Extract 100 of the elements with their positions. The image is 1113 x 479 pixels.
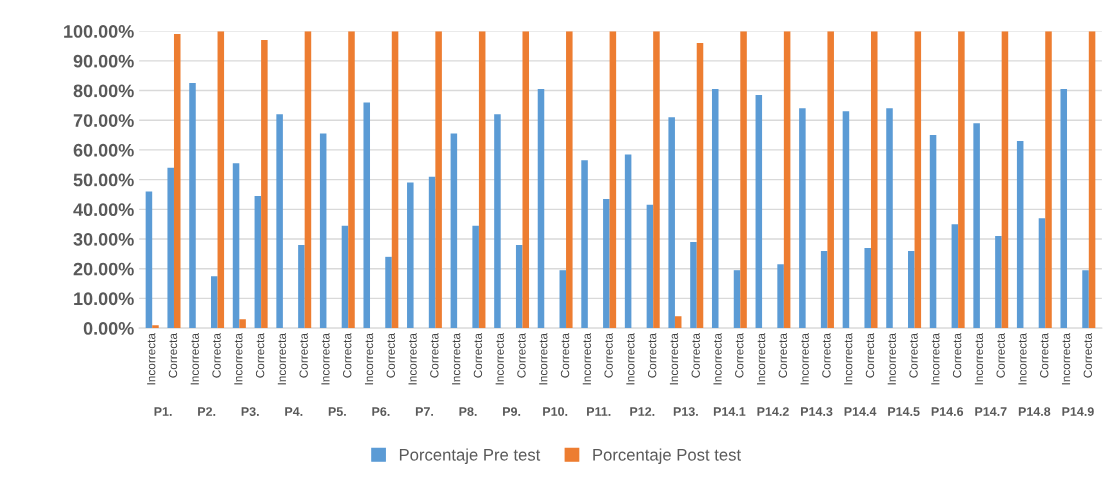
bar — [515, 244, 523, 329]
y-tick-label: 100.00% — [64, 25, 134, 38]
text: P14.2 — [757, 407, 789, 416]
bar — [385, 256, 392, 329]
bar — [783, 31, 791, 329]
bar — [152, 325, 159, 329]
bar — [886, 108, 893, 329]
x-tick-label: Incorrecta — [539, 332, 548, 385]
bar — [304, 31, 312, 329]
text: P11. — [587, 407, 611, 416]
y-tick-label: 0.00% — [83, 322, 134, 335]
x-tick-label: Correcta — [1083, 332, 1092, 378]
x-tick-label: Incorrecta — [321, 332, 330, 385]
text: P10. — [543, 407, 568, 416]
bar — [908, 250, 915, 329]
text: P14.8 — [1018, 407, 1051, 416]
text: P6. — [372, 407, 390, 416]
x-tick-label: Correcta — [299, 332, 308, 378]
bar — [914, 31, 922, 329]
bar — [435, 31, 442, 329]
text: P13. — [673, 407, 698, 417]
x-tick-label: Correcta — [778, 332, 788, 378]
bar — [864, 247, 871, 329]
x-tick-label: Incorrecta — [364, 332, 374, 385]
y-tick-label: 80.00% — [73, 84, 134, 98]
bar — [696, 43, 704, 329]
x-tick-label: Correcta — [865, 332, 875, 378]
x-tick-label: Incorrecta — [931, 332, 940, 385]
x-tick-label: Correcta — [1040, 332, 1049, 378]
x-tick-label: Incorrecta — [974, 332, 984, 385]
bar — [609, 31, 617, 329]
text: P14.9 — [1062, 407, 1094, 416]
bar — [711, 89, 719, 329]
text: P12. — [630, 407, 655, 416]
bar — [494, 114, 501, 329]
y-tick-label: 90.00% — [73, 54, 134, 68]
x-tick-label: Correcta — [517, 332, 526, 378]
x-tick-label: Incorrecta — [626, 332, 635, 385]
bar — [827, 31, 834, 329]
bar — [348, 31, 355, 329]
x-tick-label: Correcta — [691, 332, 700, 378]
x-tick-label: Incorrecta — [452, 332, 461, 385]
bar — [537, 89, 545, 329]
bar — [820, 250, 828, 329]
bar — [341, 225, 349, 329]
bar — [799, 108, 806, 329]
bar — [624, 154, 632, 329]
y-tick-label: 50.00% — [73, 173, 134, 187]
text: P7. — [415, 407, 433, 416]
legend-label: Porcentaje Post test — [593, 448, 741, 464]
bar — [973, 123, 980, 329]
bar — [1045, 31, 1052, 329]
bar — [740, 31, 747, 329]
bar — [653, 31, 660, 329]
bar — [581, 160, 588, 329]
x-tick-label: Incorrecta — [277, 332, 287, 385]
x-tick-label: Correcta — [212, 332, 221, 378]
bar — [995, 236, 1002, 329]
bar — [298, 244, 305, 329]
text: P3. — [241, 407, 259, 417]
bar — [217, 31, 225, 329]
text: P2. — [198, 407, 216, 416]
bar — [478, 31, 486, 329]
bar — [261, 40, 268, 329]
text: P14.6 — [931, 407, 964, 416]
bar — [232, 163, 240, 329]
bar — [407, 182, 414, 329]
x-tick-label: Incorrecta — [1018, 332, 1027, 385]
text: P14.3 — [801, 407, 833, 417]
bar — [668, 117, 675, 329]
y-tick-label: 70.00% — [73, 114, 134, 127]
x-tick-label: Incorrecta — [757, 332, 766, 385]
bar — [254, 195, 262, 329]
x-tick-label: Correcta — [909, 332, 918, 378]
bar — [363, 102, 371, 329]
text: P8. — [459, 407, 477, 416]
bar — [1038, 218, 1046, 329]
y-tick-label: 10.00% — [74, 292, 134, 306]
bar — [1060, 89, 1068, 329]
x-tick-label: Incorrecta — [582, 332, 591, 385]
bar — [167, 167, 174, 329]
bar — [842, 111, 850, 329]
bar — [777, 264, 784, 329]
bar — [472, 225, 479, 329]
x-tick-label: Incorrecta — [800, 332, 809, 385]
text: P1. — [154, 407, 172, 416]
text: P14.5 — [888, 407, 920, 416]
x-tick-label: Correcta — [168, 332, 178, 378]
text: P4. — [285, 407, 303, 416]
x-tick-label: Correcta — [430, 332, 439, 378]
bar — [319, 133, 327, 329]
x-tick-label: Correcta — [996, 332, 1005, 378]
bar — [674, 316, 682, 329]
bar — [603, 198, 610, 329]
x-tick-label: Correcta — [647, 332, 657, 378]
bar — [522, 31, 530, 329]
bar — [276, 114, 283, 329]
bar — [733, 270, 741, 329]
text: P14.1 — [713, 407, 746, 416]
x-tick-label: Incorrecta — [408, 332, 417, 385]
